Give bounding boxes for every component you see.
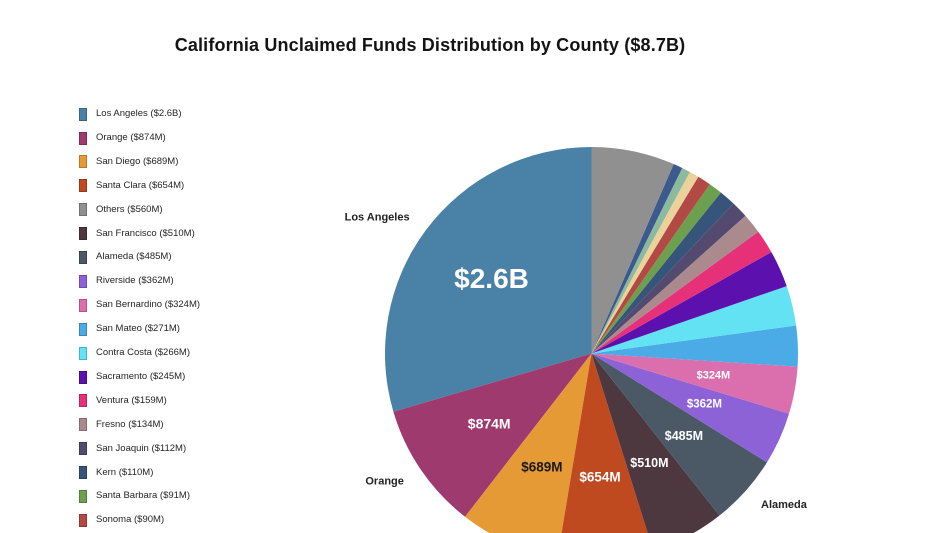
svg-text:$362M: $362M — [687, 399, 722, 411]
svg-text:$324M: $324M — [697, 370, 731, 382]
svg-text:$510M: $510M — [630, 456, 668, 470]
svg-text:Orange: Orange — [365, 476, 404, 488]
svg-text:$689M: $689M — [521, 460, 562, 475]
svg-text:Los Angeles: Los Angeles — [345, 211, 410, 223]
svg-text:Alameda: Alameda — [761, 499, 808, 511]
svg-text:$2.6B: $2.6B — [454, 263, 529, 294]
svg-text:$874M: $874M — [468, 415, 511, 431]
svg-text:$485M: $485M — [665, 429, 703, 443]
svg-text:$654M: $654M — [579, 470, 620, 485]
